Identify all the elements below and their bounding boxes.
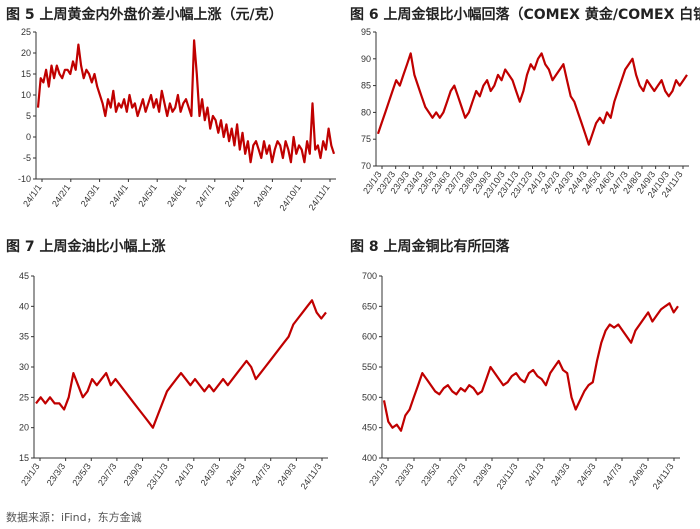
series-line [36,39,336,164]
y-tick-label: 15 [19,453,29,463]
x-tick-label: 24/9/1 [251,182,274,208]
x-tick-label: 24/7/3 [601,461,624,487]
y-tick-label: 85 [361,81,371,91]
chart-panel-fig6: 图 6 上周金银比小幅回落（COMEX 黄金/COMEX 白银） 95 90 85 8… [350,4,700,214]
x-tick-label: 23/5/3 [70,461,93,487]
y-tick-label: 80 [361,107,371,117]
chart-panel-fig8: 图 8 上周金铜比有所回落 700 650 600 550 500 450 400 23/1/… [350,236,695,506]
y-tick-label: 75 [361,134,371,144]
x-tick-label: 23/9/3 [122,461,145,487]
x-tick-label: 24/3/3 [199,461,222,487]
y-tick-label: 20 [21,48,31,58]
x-tick-label: 24/5/3 [224,461,247,487]
chart-title: 图 6 上周金银比小幅回落（COMEX 黄金/COMEX 白银） [350,7,700,23]
x-tick-label: 24/4/1 [107,182,130,208]
y-tick-label: 5 [26,111,31,121]
y-tick-label: 0 [26,132,31,142]
x-tick-label: 23/7/3 [96,461,119,487]
x-tick-label: 24/6/1 [165,182,188,208]
x-tick-label: 23/1/3 [19,461,42,487]
x-tick-label: 23/3/3 [45,461,68,487]
x-tick-label: 24/1/3 [173,461,196,487]
y-tick-label: 550 [362,362,377,372]
y-tick-label: 10 [21,90,31,100]
x-tick-label: 24/5/3 [575,461,598,487]
y-tick-label: 90 [361,54,371,64]
x-tick-label: 23/1/3 [367,461,390,487]
x-tick-label: 23/11/3 [145,461,170,491]
y-tick-label: 40 [19,301,29,311]
chart-title: 图 7 上周金油比小幅上涨 [6,239,166,255]
y-tick-label: 15 [21,69,31,79]
chart-panel-fig5: 图 5 上周黄金内外盘价差小幅上涨（元/克） 25 20 15 10 5 0 -5 -10 24… [6,4,346,214]
x-tick-label: 24/2/1 [50,182,73,208]
series-line [382,302,679,432]
y-tick-label: 700 [362,271,377,281]
x-tick-label: 24/8/1 [223,182,246,208]
x-tick-label: 24/9/3 [275,461,298,487]
x-tick-label: 24/3/1 [79,182,102,208]
x-tick-label: 24/5/1 [136,182,159,208]
x-tick-label: 23/11/3 [495,461,520,491]
chart-title: 图 5 上周黄金内外盘价差小幅上涨（元/克） [6,7,283,23]
x-tick-label: 24/10/1 [277,182,302,212]
x-tick-label: 24/11/3 [299,461,324,491]
x-tick-label: 24/9/3 [627,461,650,487]
chart-title: 图 8 上周金铜比有所回落 [350,239,510,255]
x-tick-label: 23/3/3 [393,461,416,487]
y-tick-label: 70 [361,161,371,171]
x-tick-label: 23/9/3 [471,461,494,487]
y-tick-label: 600 [362,332,377,342]
series-line [35,299,327,429]
x-tick-label: 24/1/1 [21,182,44,208]
x-tick-label: 23/5/3 [419,461,442,487]
y-tick-label: -10 [18,174,31,184]
y-tick-label: 35 [19,332,29,342]
y-tick-label: 650 [362,301,377,311]
y-tick-label: 45 [19,271,29,281]
x-tick-label: 23/7/3 [445,461,468,487]
y-tick-label: 25 [19,392,29,402]
chart-fig6: 95908580757023/1/323/2/323/3/323/4/323/5… [361,27,689,200]
x-tick-label: 24/11/1 [307,182,332,212]
x-tick-label: 24/7/1 [194,182,217,208]
source-note: 数据来源：iFind，东方金诚 [6,511,142,524]
x-tick-label: 24/3/3 [549,461,572,487]
chart-panel-fig7: 图 7 上周金油比小幅上涨 45 40 35 30 25 20 15 23/1/3 23/3/3… [6,236,346,506]
x-tick-label: 24/1/3 [523,461,546,487]
y-tick-label: 25 [21,27,31,37]
y-tick-label: -5 [23,153,31,163]
y-tick-label: 500 [362,392,377,402]
x-tick-label: 24/11/3 [651,461,676,491]
y-tick-label: 30 [19,362,29,372]
y-tick-label: 20 [19,423,29,433]
series-line [376,52,688,146]
y-tick-label: 450 [362,423,377,433]
x-tick-label: 24/7/3 [250,461,273,487]
y-tick-label: 400 [362,453,377,463]
y-tick-label: 95 [361,27,371,37]
